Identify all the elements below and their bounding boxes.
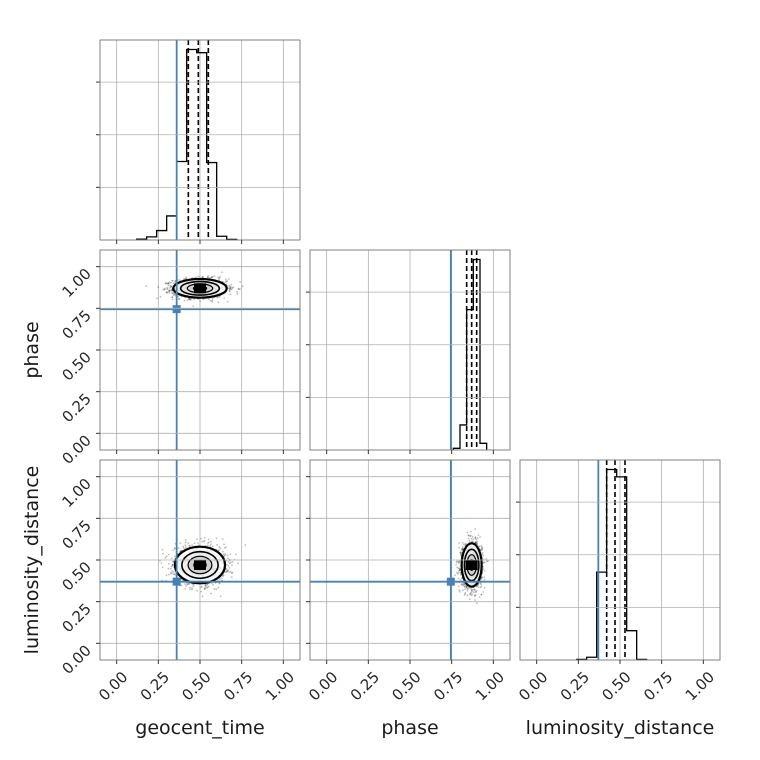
- panel-content: [576, 460, 648, 660]
- ytick-label-phase: 0.00: [58, 431, 94, 467]
- xtick-label-luminosity_distance: 0.75: [640, 668, 676, 704]
- y-axis-label-luminosity_distance: luminosity_distance: [21, 466, 43, 655]
- panel-content: [100, 250, 300, 450]
- xtick-label-luminosity_distance: 1.00: [682, 668, 718, 704]
- ytick-label-luminosity_distance: 0.00: [58, 641, 94, 677]
- xtick-label-geocent_time: 0.75: [220, 668, 256, 704]
- panel-luminosity_distance-luminosity_distance: 0.00 0.25 0.50 0.75 1.00 luminosity_distance: [515, 459, 721, 739]
- histogram-luminosity_distance: [576, 468, 648, 660]
- y-axis-label-phase: phase: [21, 321, 43, 378]
- ytick-label-phase: 0.50: [58, 348, 94, 384]
- truth-marker: [446, 577, 455, 586]
- density-contour-1: [463, 548, 480, 582]
- panel-geocent_time-luminosity_distance: 0.00 0.25 0.50 0.75 1.00geocent_time0.000.25…: [21, 459, 301, 739]
- histogram-phase: [452, 258, 488, 450]
- xtick-label-geocent_time: 0.25: [137, 668, 173, 704]
- panel-geocent_time-geocent_time: [96, 39, 301, 244]
- xtick-label-geocent_time: 0.50: [178, 668, 214, 704]
- xtick-label-phase: 0.25: [347, 668, 383, 704]
- density-peak: [194, 283, 206, 294]
- xtick-label-luminosity_distance: 0.00: [515, 668, 551, 704]
- ytick-label-luminosity_distance: 1.00: [58, 475, 94, 511]
- ytick-label-luminosity_distance: 0.25: [58, 600, 94, 636]
- histogram-geocent_time: [136, 48, 238, 240]
- panel-content: [449, 250, 488, 450]
- panel-phase-phase: [306, 249, 511, 454]
- truth-marker: [172, 305, 181, 314]
- xtick-label-phase: 1.00: [472, 668, 508, 704]
- panel-phase-luminosity_distance: 0.00 0.25 0.50 0.75 1.00 phase: [305, 459, 511, 739]
- ytick-label-luminosity_distance: 0.75: [58, 516, 94, 552]
- xtick-label-phase: 0.00: [305, 668, 341, 704]
- ytick-label-phase: 0.25: [58, 390, 94, 426]
- xtick-label-phase: 0.50: [388, 668, 424, 704]
- panel-content: [136, 40, 238, 240]
- x-axis-label-geocent_time: geocent_time: [135, 717, 264, 739]
- xtick-label-phase: 0.75: [430, 668, 466, 704]
- density-peak: [194, 560, 206, 570]
- panel-geocent_time-phase: 0.00 0.25 0.50 0.75 1.00 phase: [21, 249, 301, 468]
- x-axis-label-luminosity_distance: luminosity_distance: [526, 717, 715, 739]
- xtick-label-geocent_time: 0.00: [95, 668, 131, 704]
- density-peak: [465, 560, 478, 570]
- xtick-label-luminosity_distance: 0.25: [557, 668, 593, 704]
- x-axis-label-phase: phase: [381, 717, 438, 739]
- ytick-label-phase: 0.75: [58, 306, 94, 342]
- xtick-label-luminosity_distance: 0.50: [598, 668, 634, 704]
- density-contour-1: [179, 280, 221, 296]
- truth-marker: [172, 577, 181, 586]
- xtick-label-geocent_time: 1.00: [262, 668, 298, 704]
- ytick-label-phase: 1.00: [58, 265, 94, 301]
- ytick-label-luminosity_distance: 0.50: [58, 558, 94, 594]
- density-contour-1: [181, 550, 219, 580]
